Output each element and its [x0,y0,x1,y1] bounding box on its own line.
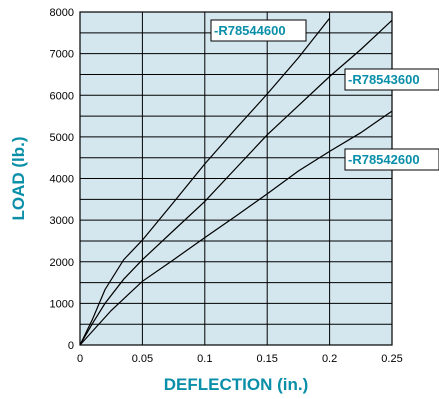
series-line-2 [79,19,393,346]
series-label-box [344,68,439,91]
plot-border [79,11,393,346]
series-label: -R78543600 [348,72,420,87]
x-tick-label: 0.2 [322,353,337,365]
x-tick-label: 0.05 [132,353,153,365]
x-axis-title: DEFLECTION (in.) [164,375,308,394]
y-tick-label: 1000 [50,298,74,310]
y-tick-label: 2000 [50,257,74,269]
y-tick-label: 8000 [50,7,74,19]
series-lines [79,17,393,346]
y-tick-label: 6000 [50,90,74,102]
y-axis-title: LOAD (lb.) [9,136,28,220]
series-labels: -R78544600 -R78543600 -R78542600 [210,19,439,171]
series-label: -R78542600 [348,152,420,167]
x-tick-label: 0 [77,353,83,365]
x-tick-label: 0.1 [197,353,212,365]
series-label: -R78544600 [214,23,286,38]
y-tick-label: 4000 [50,174,74,186]
series-label-box [210,19,307,42]
series-line-3 [79,110,393,346]
y-axis-ticks: 0 1000 2000 3000 4000 5000 6000 7000 8000 [50,7,74,352]
x-tick-label: 0.15 [256,353,277,365]
x-axis-ticks: 0 0.05 0.1 0.15 0.2 0.25 [77,353,403,365]
y-tick-label: 0 [68,340,74,352]
y-tick-label: 5000 [50,132,74,144]
y-tick-label: 3000 [50,215,74,227]
series-line-1 [79,17,331,346]
grid [79,11,393,346]
x-tick-label: 0.25 [381,353,402,365]
y-tick-label: 7000 [50,49,74,61]
series-label-box [344,148,439,171]
